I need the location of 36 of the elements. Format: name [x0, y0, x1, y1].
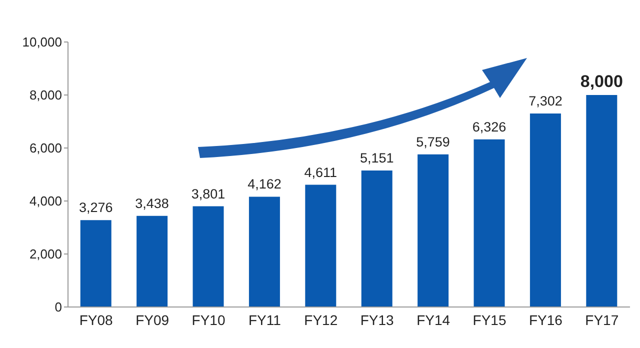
x-tick-label: FY17 — [585, 312, 619, 328]
data-label: 3,801 — [191, 186, 226, 202]
data-label: 4,162 — [248, 176, 282, 192]
data-label: 3,438 — [135, 196, 169, 211]
x-tick-label: FY11 — [248, 312, 282, 328]
x-tick-label: FY13 — [360, 312, 394, 328]
bar — [530, 113, 561, 307]
x-tick-label: FY12 — [304, 312, 338, 328]
bar — [305, 184, 336, 307]
x-tick-label: FY14 — [416, 312, 450, 328]
data-label: 8,000 — [580, 72, 623, 91]
data-label: 5,759 — [416, 134, 450, 150]
data-label: 6,326 — [472, 119, 506, 134]
y-tick-label: 10,000 — [22, 34, 62, 50]
data-label: 5,151 — [360, 150, 394, 166]
bar — [586, 95, 618, 307]
x-tick-label: FY08 — [79, 312, 114, 328]
bar — [248, 196, 280, 307]
x-tick-label: FY16 — [528, 312, 563, 328]
data-label: 3,276 — [78, 200, 113, 216]
y-tick-label: 4,000 — [29, 194, 62, 209]
y-tick-label: 8,000 — [29, 88, 62, 103]
data-label: 7,302 — [528, 93, 562, 108]
bar — [361, 170, 392, 307]
bar — [136, 216, 168, 307]
y-tick-label: 2,000 — [29, 246, 62, 262]
x-tick-label: FY09 — [136, 312, 170, 328]
x-tick-label: FY10 — [192, 312, 226, 328]
y-tick-label: 6,000 — [29, 140, 62, 156]
bar — [192, 206, 224, 307]
bar — [474, 139, 505, 307]
data-label: 4,611 — [304, 164, 338, 180]
x-tick-label: FY15 — [472, 312, 506, 328]
bar — [80, 220, 112, 307]
y-tick-label: 0 — [54, 300, 62, 315]
bar — [418, 154, 449, 307]
